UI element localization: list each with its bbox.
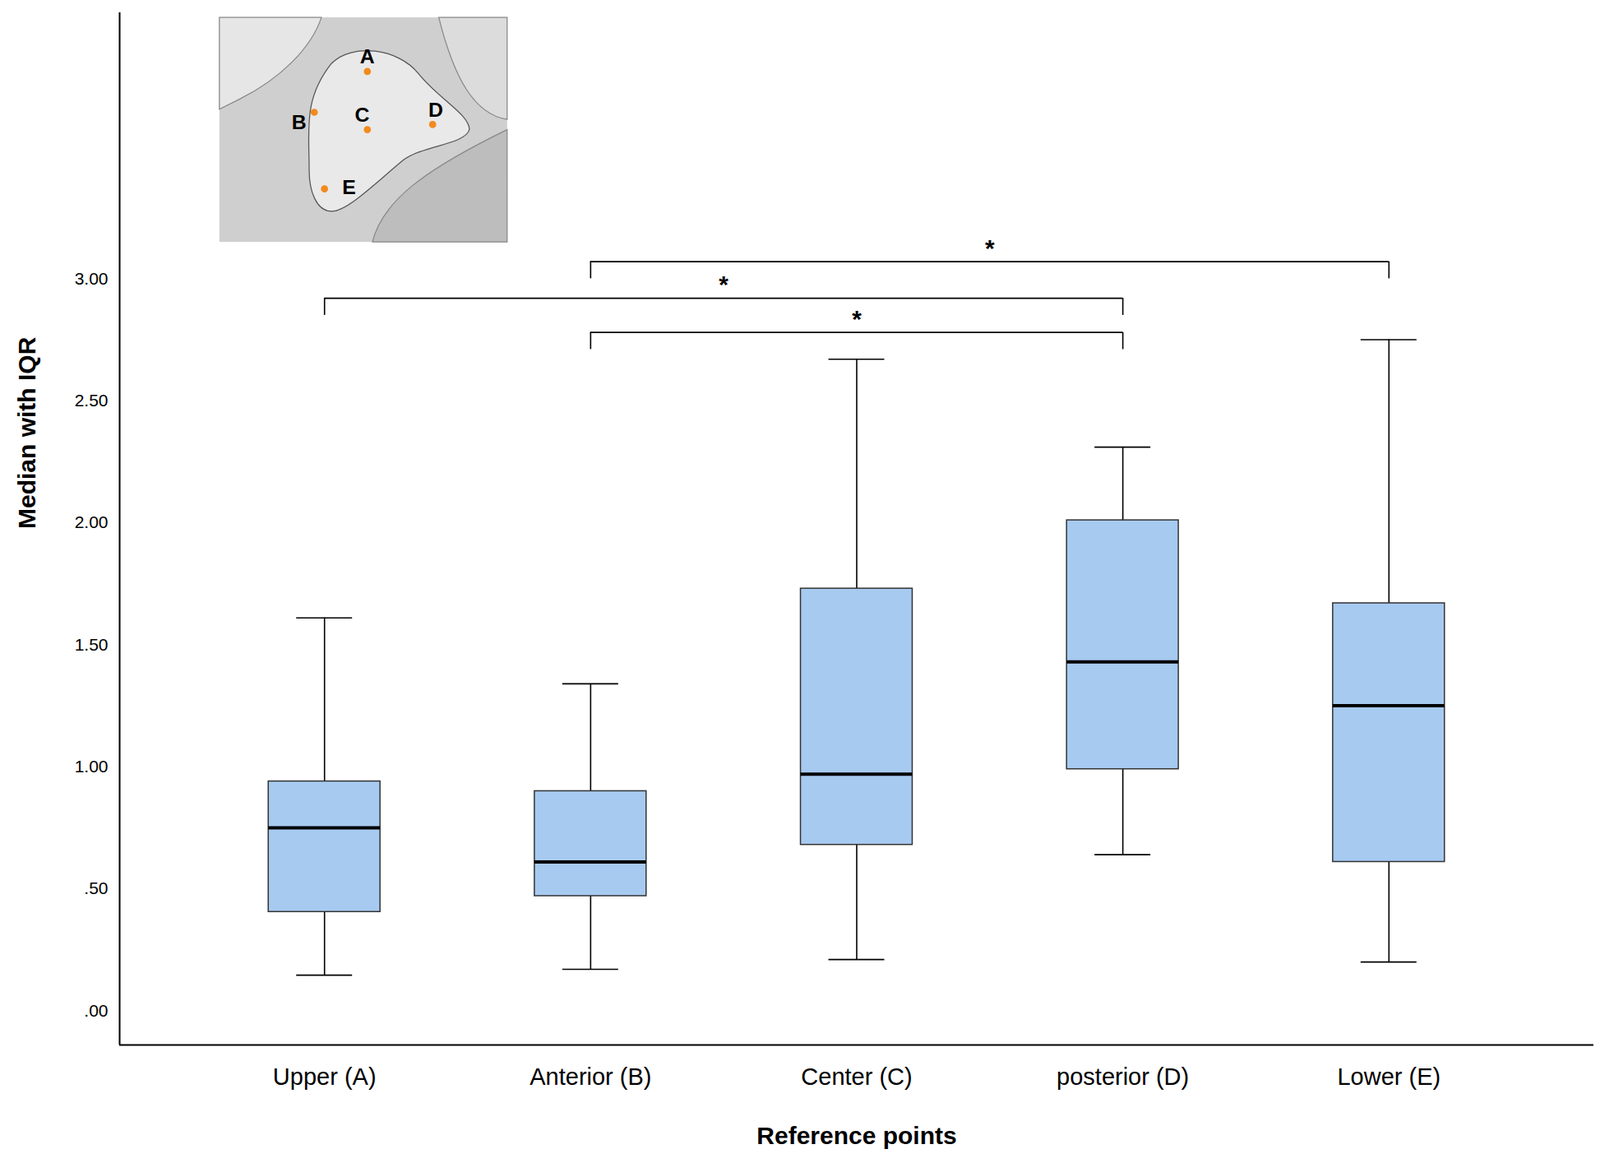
svg-text:3.00: 3.00: [74, 268, 109, 288]
svg-text:Lower (E): Lower (E): [1336, 1063, 1441, 1090]
svg-text:Median with IQR: Median with IQR: [13, 336, 41, 529]
svg-text:1.00: 1.00: [74, 756, 109, 776]
svg-text:Upper (A): Upper (A): [272, 1063, 377, 1090]
svg-text:*: *: [984, 234, 995, 262]
svg-text:1.50: 1.50: [74, 634, 109, 654]
svg-text:C: C: [355, 103, 370, 126]
svg-text:*: *: [718, 270, 729, 298]
svg-text:A: A: [360, 45, 375, 68]
svg-text:.00: .00: [83, 1000, 108, 1020]
svg-text:D: D: [428, 98, 444, 121]
svg-text:E: E: [342, 175, 357, 199]
svg-text:posterior (D): posterior (D): [1056, 1063, 1189, 1090]
svg-text:B: B: [291, 110, 307, 134]
svg-text:Reference points: Reference points: [756, 1121, 957, 1149]
svg-text:*: *: [851, 305, 862, 333]
svg-text:Anterior (B): Anterior (B): [529, 1063, 652, 1090]
svg-text:Center (C): Center (C): [800, 1063, 912, 1090]
svg-text:2.50: 2.50: [74, 390, 109, 410]
svg-text:.50: .50: [83, 878, 108, 898]
svg-text:2.00: 2.00: [74, 512, 109, 532]
